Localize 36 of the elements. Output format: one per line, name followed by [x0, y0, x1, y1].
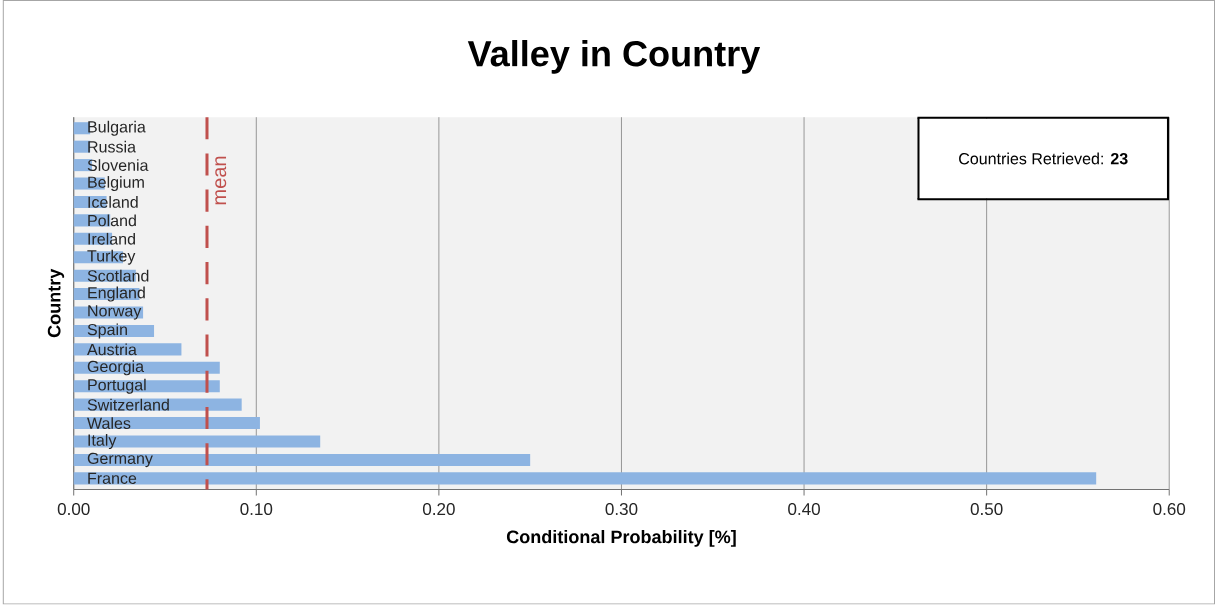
y-tick-label: Spain [87, 323, 127, 339]
y-tick-label: Switzerland [87, 398, 169, 411]
x-tick-label: 0.20 [422, 503, 455, 516]
y-tick-label: Norway [88, 305, 142, 320]
y-tick-label: Bulgaria [88, 120, 146, 136]
y-tick-label: Russia [88, 140, 136, 153]
y-tick-label: France [88, 472, 137, 485]
y-tick-label: Turkey [87, 249, 136, 265]
bar [73, 435, 321, 448]
y-tick-label: Belgium [88, 176, 144, 192]
y-tick-label: Austria [87, 343, 137, 356]
y-tick-label: Italy [88, 434, 117, 450]
bar [73, 454, 531, 467]
bar [73, 472, 1097, 485]
y-tick-label: Georgia [87, 360, 145, 376]
bar [73, 417, 260, 430]
y-tick-label: Iceland [88, 196, 138, 209]
y-axis-title: Country [47, 269, 65, 338]
y-tick-label: Wales [87, 417, 131, 430]
x-tick-label: 0.10 [240, 503, 273, 516]
y-tick-label: Ireland [88, 233, 135, 245]
y-tick-label: Portugal [88, 378, 146, 394]
x-axis-title: Conditional Probability [%] [506, 530, 736, 548]
y-tick-label: Scotland [87, 269, 149, 282]
x-tick-label: 0.50 [970, 503, 1003, 516]
y-tick-label: Poland [88, 214, 136, 227]
annotation: Countries Retrieved: 23 [959, 152, 1128, 165]
y-tick-label: England [88, 286, 145, 302]
chart-title: Valley in Country [467, 40, 761, 74]
y-tick-label: Slovenia [87, 159, 149, 172]
x-tick-label: 0.40 [788, 503, 820, 516]
ref-line-label: mean [215, 156, 227, 205]
x-tick-label: 0.00 [57, 503, 90, 516]
x-tick-label: 0.60 [1153, 503, 1186, 516]
x-tick-label: 0.30 [605, 503, 638, 516]
y-tick-label: Germany [87, 452, 153, 468]
